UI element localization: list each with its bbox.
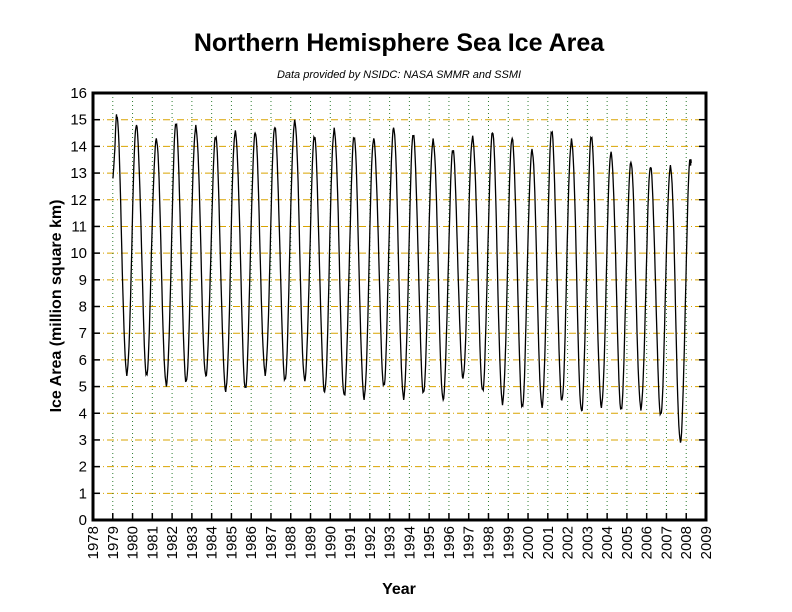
x-tick-label: 2002 xyxy=(560,526,577,559)
x-tick-label: 1999 xyxy=(500,526,517,559)
series xyxy=(112,114,692,443)
ice-area-line xyxy=(112,114,692,443)
x-tick-label: 1985 xyxy=(223,526,240,559)
x-tick-label: 1996 xyxy=(441,526,458,559)
y-tick-label: 7 xyxy=(79,325,87,342)
x-tick-label: 1997 xyxy=(461,526,478,559)
y-tick-label: 3 xyxy=(79,432,87,449)
x-tick-label: 1980 xyxy=(125,526,142,559)
x-tick-label: 1979 xyxy=(105,526,122,559)
x-axis-label: Year xyxy=(382,581,416,598)
x-tick-label: 1989 xyxy=(303,526,320,559)
x-tick-label: 1993 xyxy=(382,526,399,559)
grid xyxy=(93,93,706,520)
y-tick-label: 4 xyxy=(79,405,87,422)
y-tick-label: 8 xyxy=(79,299,87,316)
y-tick-label: 16 xyxy=(70,85,87,102)
x-tick-label: 1992 xyxy=(362,526,379,559)
y-tick-label: 15 xyxy=(70,112,87,129)
x-tick-label: 1991 xyxy=(342,526,359,559)
x-tick-label: 1998 xyxy=(480,526,497,559)
x-tick-label: 1983 xyxy=(184,526,201,559)
chart-subtitle: Data provided by NSIDC: NASA SMMR and SS… xyxy=(277,69,521,81)
x-tick-label: 2003 xyxy=(579,526,596,559)
x-tick-label: 1986 xyxy=(243,526,260,559)
x-tick-label: 1984 xyxy=(204,526,221,559)
chart-title: Northern Hemisphere Sea Ice Area xyxy=(194,29,605,57)
x-tick-label: 1995 xyxy=(421,526,438,559)
x-tick-label: 2006 xyxy=(639,526,656,559)
x-tick-label: 1990 xyxy=(322,526,339,559)
x-tick-label: 1994 xyxy=(401,526,418,559)
x-tick-label: 1978 xyxy=(85,526,102,559)
x-tick-label: 2001 xyxy=(540,526,557,559)
y-tick-label: 14 xyxy=(70,138,87,155)
y-tick-label: 1 xyxy=(79,485,87,502)
y-tick-label: 5 xyxy=(79,379,87,396)
y-tick-label: 12 xyxy=(70,192,87,209)
y-tick-label: 10 xyxy=(70,245,87,262)
y-tick-label: 2 xyxy=(79,459,87,476)
x-tick-label: 1981 xyxy=(144,526,161,559)
y-axis-label: Ice Area (million square km) xyxy=(48,200,65,413)
y-tick-label: 13 xyxy=(70,165,87,182)
x-tick-label: 2009 xyxy=(698,526,715,559)
x-tick-label: 1982 xyxy=(164,526,181,559)
x-tick-label: 1987 xyxy=(263,526,280,559)
x-tick-label: 2008 xyxy=(678,526,695,559)
y-tick-label: 9 xyxy=(79,272,87,289)
y-tick-label: 11 xyxy=(71,218,87,235)
y-tick-label: 6 xyxy=(79,352,87,369)
x-tick-label: 2004 xyxy=(599,526,616,559)
x-tick-label: 2007 xyxy=(658,526,675,559)
plot-frame xyxy=(91,91,708,522)
x-tick-label: 1988 xyxy=(283,526,300,559)
y-tick-label: 0 xyxy=(79,512,87,529)
x-tick-label: 2000 xyxy=(520,526,537,559)
x-tick-label: 2005 xyxy=(619,526,636,559)
